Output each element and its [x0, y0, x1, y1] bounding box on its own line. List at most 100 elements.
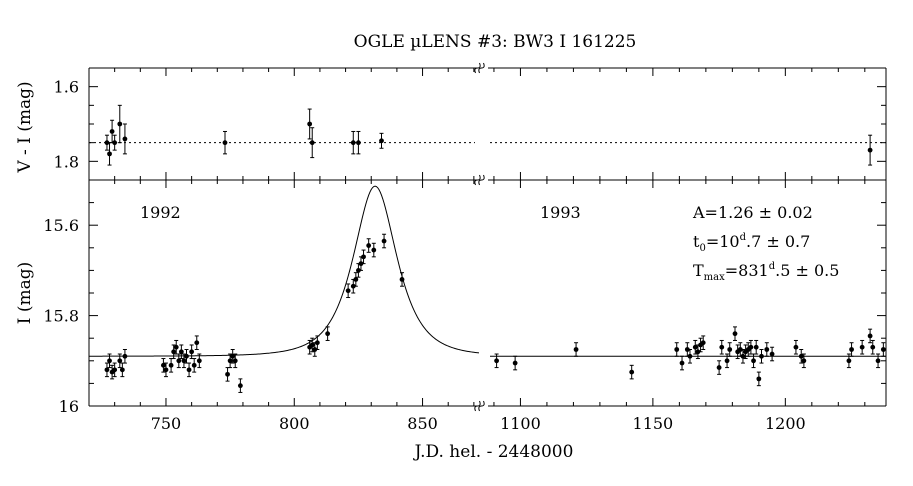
t0-value: =10: [706, 232, 740, 251]
magnitude-point: [191, 362, 197, 368]
magnitude-point: [724, 358, 730, 364]
magnitude-point: [759, 353, 764, 359]
magnitude-point: [692, 344, 698, 350]
tmax-sup: d: [769, 261, 776, 272]
magnitude-point: [684, 347, 690, 352]
magnitude-point: [325, 331, 331, 337]
magnitude-point: [117, 358, 123, 364]
magnitude-point: [798, 353, 804, 359]
magnitude-point: [107, 358, 112, 364]
color-point: [309, 140, 315, 146]
y-tick-label-top: 1.6: [54, 78, 79, 97]
color-point: [117, 121, 123, 127]
magnitude-point: [237, 383, 243, 389]
magnitude-point: [353, 277, 359, 282]
magnitude-point: [719, 344, 725, 350]
color-point: [109, 129, 115, 134]
x-tick-label: 800: [279, 414, 310, 433]
magnitude-point: [176, 358, 182, 364]
color-point: [107, 151, 112, 157]
tmax-rest: .5 ± 0.5: [775, 261, 839, 280]
magnitude-point: [181, 358, 187, 364]
color-point: [222, 140, 228, 146]
magnitude-point: [737, 347, 743, 352]
magnitude-point: [230, 353, 236, 359]
chart-title: OGLE µLENS #3: BW3 I 161225: [354, 32, 637, 52]
magnitude-point: [880, 347, 886, 352]
magnitude-point: [695, 349, 701, 355]
magnitude-point: [186, 367, 192, 373]
magnitude-point: [189, 349, 195, 355]
magnitude-point: [727, 347, 733, 352]
magnitude-point: [859, 344, 865, 350]
magnitude-point: [184, 353, 189, 359]
magnitude-point: [867, 333, 873, 339]
t0-sub: 0: [699, 243, 705, 254]
color-point: [122, 136, 128, 142]
magnitude-point: [756, 376, 762, 382]
axis-breaks: [474, 62, 485, 412]
magnitude-point: [314, 340, 320, 346]
magnitude-point: [700, 340, 706, 346]
axis-break-mark: [474, 62, 481, 74]
y-tick-label-top: 1.8: [54, 152, 79, 171]
color-point: [350, 140, 356, 146]
magnitude-point: [870, 344, 876, 350]
magnitude-point: [366, 243, 372, 248]
magnitude-point: [573, 347, 579, 352]
magnitude-point: [196, 358, 202, 364]
magnitude-point: [309, 342, 315, 348]
magnitude-point: [764, 347, 770, 352]
magnitude-point: [178, 349, 184, 355]
y-tick-label-bottom: 16: [59, 397, 79, 416]
magnitude-point: [112, 367, 118, 373]
magnitude-point: [350, 283, 356, 289]
magnitude-point: [748, 344, 754, 350]
magnitude-point: [732, 331, 738, 337]
color-point: [104, 140, 110, 146]
magnitude-point: [753, 344, 759, 350]
color-point: [356, 140, 361, 146]
t0-base: t: [693, 232, 700, 251]
magnitude-point: [629, 369, 635, 375]
magnitude-point: [687, 353, 693, 359]
magnitude-point: [361, 254, 366, 260]
t0-annotation: t0=10d.7 ± 0.7: [693, 232, 810, 254]
tmax-value: =831: [725, 261, 769, 280]
color-point: [307, 121, 313, 127]
model-curve: [89, 185, 480, 357]
magnitude-point: [849, 347, 854, 352]
magnitude-point: [751, 358, 756, 364]
magnitude-point: [232, 358, 238, 364]
magnitude-point: [122, 353, 128, 359]
magnitude-point: [225, 371, 230, 377]
microlensing-model-curve: [89, 185, 480, 357]
axis-break-mark: [478, 174, 485, 186]
magnitude-point: [194, 340, 200, 346]
magnitude-point: [171, 349, 177, 355]
segment-label-1992: 1992: [140, 203, 181, 222]
top-y-axis-label: V - I (mag): [15, 81, 35, 173]
magnitude-point: [163, 367, 169, 373]
magnitude-point: [312, 347, 318, 352]
segment-label-1993: 1993: [540, 203, 581, 222]
magnitude-point: [227, 358, 233, 364]
magnitude-point: [512, 360, 518, 366]
magnitude-point: [173, 344, 179, 350]
magnitude-point: [716, 365, 722, 370]
axis-ticks: 750 800 850 1100 1150 1200 1.6 1.8 15.6 15.8 16: [43, 68, 886, 433]
magnitude-point: [119, 367, 125, 373]
x-tick-label: 750: [151, 414, 182, 433]
magnitude-point: [769, 351, 775, 357]
magnitude-point: [846, 358, 852, 364]
color-point: [112, 140, 118, 146]
tmax-base: T: [693, 261, 704, 280]
magnitude-point: [801, 358, 807, 364]
magnitude-point: [740, 353, 746, 359]
magnitude-point: [679, 360, 685, 366]
axis-break-mark: [478, 400, 485, 412]
color-point: [379, 138, 384, 144]
t0-rest: .7 ± 0.7: [746, 232, 810, 251]
magnitude-point: [371, 247, 377, 253]
magnitude-point: [356, 268, 361, 273]
